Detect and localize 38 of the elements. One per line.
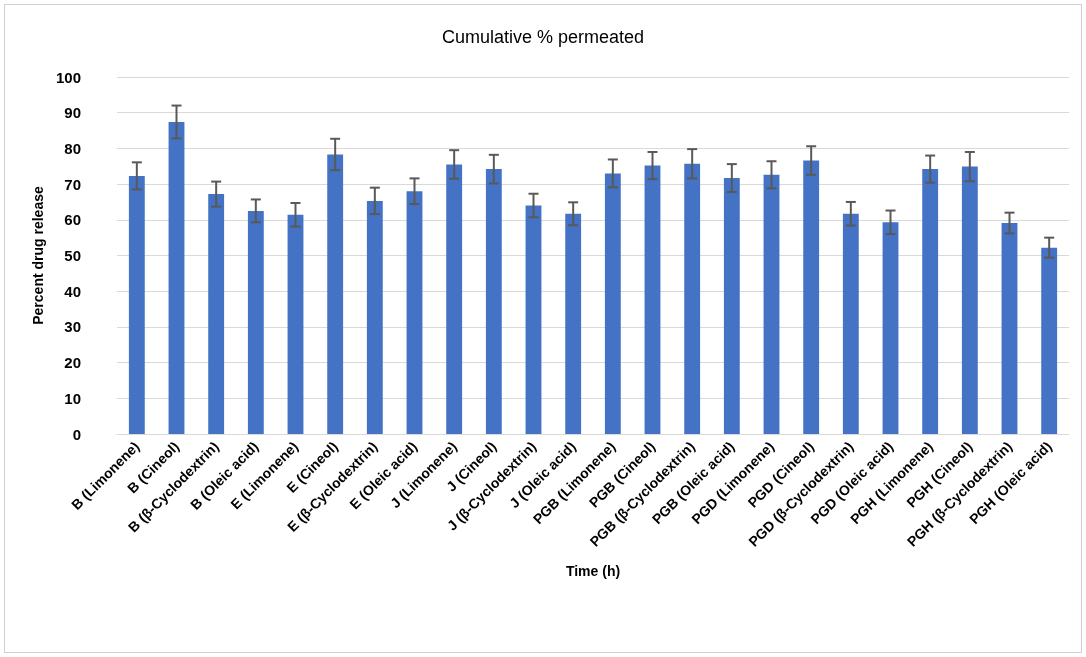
bar: [128, 175, 145, 434]
bar: [406, 191, 423, 434]
y-axis-title: Percent drug release: [30, 186, 47, 325]
bar: [366, 200, 383, 434]
bar: [922, 169, 939, 434]
bar: [644, 165, 661, 434]
y-tick-label: 80: [64, 139, 81, 157]
bar: [1041, 247, 1058, 434]
bar: [287, 214, 304, 434]
bar: [485, 169, 502, 434]
bar: [208, 194, 225, 434]
y-tick-label: 50: [64, 247, 81, 264]
y-tick-label: 90: [64, 104, 81, 122]
bar: [763, 174, 780, 434]
bar: [723, 178, 740, 434]
bar: [684, 163, 701, 434]
y-tick-label: 0: [72, 425, 81, 443]
y-tick-label: 40: [64, 282, 81, 300]
bar: [1001, 223, 1018, 434]
bar: [803, 160, 820, 434]
bar: [525, 205, 542, 434]
bar: [604, 173, 621, 434]
bar: [961, 166, 978, 434]
bar: [247, 210, 264, 434]
chart-title: Cumulative % permeated: [441, 27, 645, 47]
x-axis-title: Time (h): [565, 563, 621, 579]
y-tick-label: 60: [64, 211, 81, 229]
bar: [565, 213, 582, 434]
y-tick-label: 20: [64, 354, 81, 372]
bar: [842, 213, 859, 434]
bar: [446, 164, 463, 434]
bar: [327, 154, 344, 434]
y-tick-label: 10: [64, 389, 81, 407]
y-tick-label: 70: [64, 175, 81, 193]
bar: [882, 222, 899, 434]
y-tick-label: 30: [64, 318, 81, 336]
y-tick-label: 100: [55, 68, 81, 86]
bar: [168, 121, 185, 434]
